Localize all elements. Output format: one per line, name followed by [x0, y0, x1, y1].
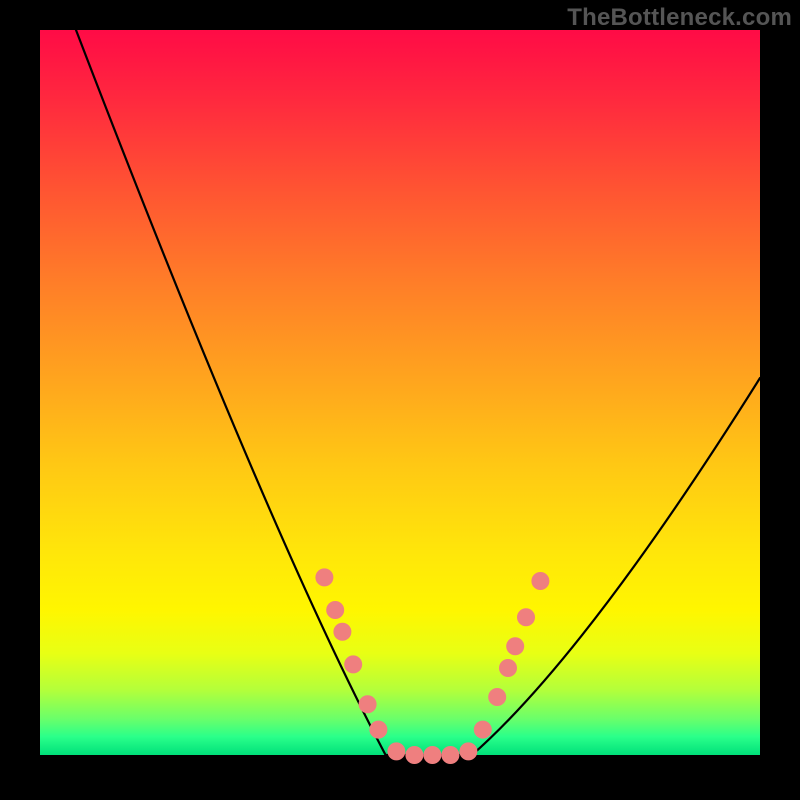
marker-dot [517, 608, 535, 626]
chart-canvas: TheBottleneck.com [0, 0, 800, 800]
marker-dot [459, 742, 477, 760]
marker-dot [441, 746, 459, 764]
gradient-background [40, 30, 760, 755]
marker-dot [359, 695, 377, 713]
marker-dot [369, 721, 387, 739]
chart-svg [0, 0, 800, 800]
marker-dot [488, 688, 506, 706]
marker-dot [387, 742, 405, 760]
marker-dot [315, 568, 333, 586]
marker-dot [405, 746, 423, 764]
marker-dot [423, 746, 441, 764]
marker-dot [326, 601, 344, 619]
watermark-text: TheBottleneck.com [567, 4, 792, 32]
marker-dot [333, 623, 351, 641]
marker-dot [499, 659, 517, 677]
marker-dot [344, 655, 362, 673]
marker-dot [531, 572, 549, 590]
marker-dot [506, 637, 524, 655]
marker-dot [474, 721, 492, 739]
